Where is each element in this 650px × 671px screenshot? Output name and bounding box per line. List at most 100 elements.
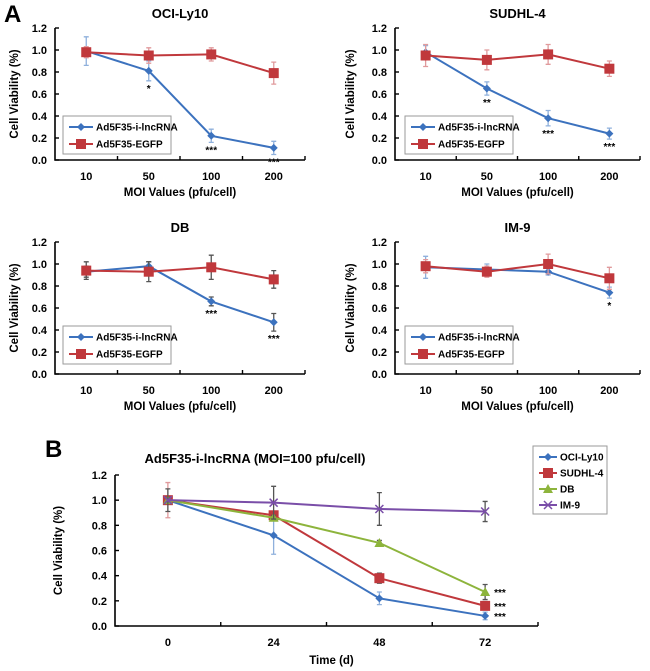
- data-point: [605, 288, 614, 297]
- y-axis-label: Cell Viability (%): [9, 49, 21, 138]
- data-point: [143, 50, 154, 61]
- legend-marker: [76, 349, 86, 359]
- x-tick-label: 10: [420, 385, 432, 397]
- x-tick-label: 50: [143, 385, 155, 397]
- data-point: [604, 63, 615, 74]
- y-tick-label: 0.2: [32, 133, 47, 145]
- significance-label: ***: [268, 158, 280, 169]
- y-tick-label: 0.4: [32, 111, 48, 123]
- series-line: [167, 499, 486, 617]
- panel-label-a: A: [4, 1, 21, 28]
- y-tick-label: 0.6: [372, 303, 387, 315]
- y-tick-label: 0.0: [32, 369, 47, 381]
- y-tick-label: 1.0: [92, 495, 107, 507]
- series-line: [425, 53, 610, 70]
- series-line: [86, 266, 274, 281]
- x-tick-label: 200: [265, 171, 283, 183]
- legend: Ad5F35-i-lncRNA Ad5F35-EGFP: [404, 115, 520, 155]
- legend: Ad5F35-i-lncRNA Ad5F35-EGFP: [62, 115, 178, 155]
- chart-title: OCI-Ly10: [152, 6, 209, 21]
- significance-label: ***: [604, 142, 616, 153]
- y-tick-label: 1.2: [372, 23, 387, 35]
- data-point: [605, 129, 614, 138]
- x-tick-label: 200: [600, 171, 618, 183]
- data-point: [268, 68, 279, 79]
- y-tick-label: 1.2: [372, 237, 387, 249]
- data-point: [144, 66, 153, 75]
- data-point: [604, 273, 615, 284]
- series-line: [86, 265, 275, 324]
- legend-label: OCI-Ly10: [560, 453, 604, 464]
- y-tick-label: 0.0: [32, 155, 47, 167]
- chart-im9: IM-9 0.0 0.2 0.4 0.6 0.8 1.0 1.2 10 50 100 200 MOI V…: [345, 220, 641, 413]
- data-point: [480, 506, 490, 517]
- y-tick-label: 1.0: [32, 259, 47, 271]
- data-point: [375, 594, 384, 603]
- series-im-9: [163, 485, 490, 526]
- x-tick-label: 50: [143, 171, 155, 183]
- y-tick-label: 0.6: [372, 89, 387, 101]
- series-ad5f35-i-lncrna: *: [421, 255, 614, 312]
- x-tick-label: 10: [80, 171, 92, 183]
- significance-label: *: [607, 301, 611, 312]
- series-ad5f35-egfp: [420, 43, 615, 78]
- y-tick-label: 0.8: [32, 67, 47, 79]
- y-axis-label: Cell Viability (%): [345, 49, 357, 138]
- legend-marker: [419, 333, 427, 341]
- y-tick-label: 0.4: [372, 111, 388, 123]
- x-axis-label: MOI Values (pfu/cell): [124, 187, 237, 199]
- series-line: [167, 499, 486, 607]
- data-point: [374, 504, 384, 514]
- y-tick-label: 0.8: [32, 281, 47, 293]
- legend-marker: [418, 139, 428, 149]
- y-tick-label: 0.2: [32, 347, 47, 359]
- legend-marker: [419, 123, 427, 131]
- y-tick-label: 0.4: [372, 325, 388, 337]
- legend-label: IM-9: [560, 501, 580, 512]
- series-ad5f35-egfp: [81, 254, 279, 289]
- data-point: [482, 84, 491, 93]
- data-point: [543, 259, 554, 269]
- significance-label: ***: [494, 588, 506, 599]
- x-tick-label: 200: [265, 385, 283, 397]
- legend: Ad5F35-i-lncRNA Ad5F35-EGFP: [404, 325, 520, 365]
- legend-label: Ad5F35-i-lncRNA: [96, 123, 178, 134]
- series-ad5f35-i-lncrna: ********: [421, 44, 616, 153]
- legend-marker: [543, 500, 553, 510]
- legend-label: DB: [560, 485, 574, 496]
- x-tick-label: 0: [165, 637, 171, 649]
- y-tick-label: 0.2: [372, 347, 387, 359]
- chart-timecourse: Ad5F35-i-lncRNA (MOI=100 pfu/cell) 0.0 0.2…: [53, 445, 608, 667]
- data-point: [269, 143, 278, 152]
- data-point: [481, 611, 490, 620]
- x-tick-label: 10: [80, 385, 92, 397]
- legend-label: Ad5F35-i-lncRNA: [438, 123, 520, 134]
- series-ad5f35-egfp: [81, 46, 279, 85]
- y-tick-label: 0.4: [32, 325, 48, 337]
- significance-label: ***: [205, 145, 217, 156]
- x-axis-label: MOI Values (pfu/cell): [124, 401, 237, 413]
- y-tick-label: 0.0: [372, 155, 387, 167]
- significance-label: ***: [268, 334, 280, 345]
- chart-title: SUDHL-4: [489, 6, 546, 21]
- y-tick-label: 0.0: [372, 369, 387, 381]
- y-tick-label: 0.2: [92, 596, 107, 608]
- legend-label: SUDHL-4: [560, 469, 604, 480]
- legend: OCI-Ly10 SUDHL-4 DB IM-9: [532, 445, 608, 515]
- x-tick-label: 10: [420, 171, 432, 183]
- chart-ocily10: OCI-Ly10 0.0 0.2 0.4 0.6 0.8 1.0 1.2 10 50 100 200 M…: [9, 6, 306, 199]
- legend-label: Ad5F35-i-lncRNA: [96, 333, 178, 344]
- y-tick-label: 1.2: [92, 470, 107, 482]
- legend-marker: [76, 139, 86, 149]
- x-tick-label: 100: [202, 171, 220, 183]
- data-point: [207, 297, 216, 306]
- legend-label: Ad5F35-EGFP: [96, 140, 163, 151]
- data-point: [268, 274, 279, 285]
- series-line: [86, 51, 275, 75]
- chart-title: Ad5F35-i-lncRNA (MOI=100 pfu/cell): [145, 451, 366, 466]
- x-tick-label: 50: [481, 171, 493, 183]
- y-tick-label: 1.0: [372, 45, 387, 57]
- data-point: [81, 47, 92, 58]
- x-tick-label: 100: [202, 385, 220, 397]
